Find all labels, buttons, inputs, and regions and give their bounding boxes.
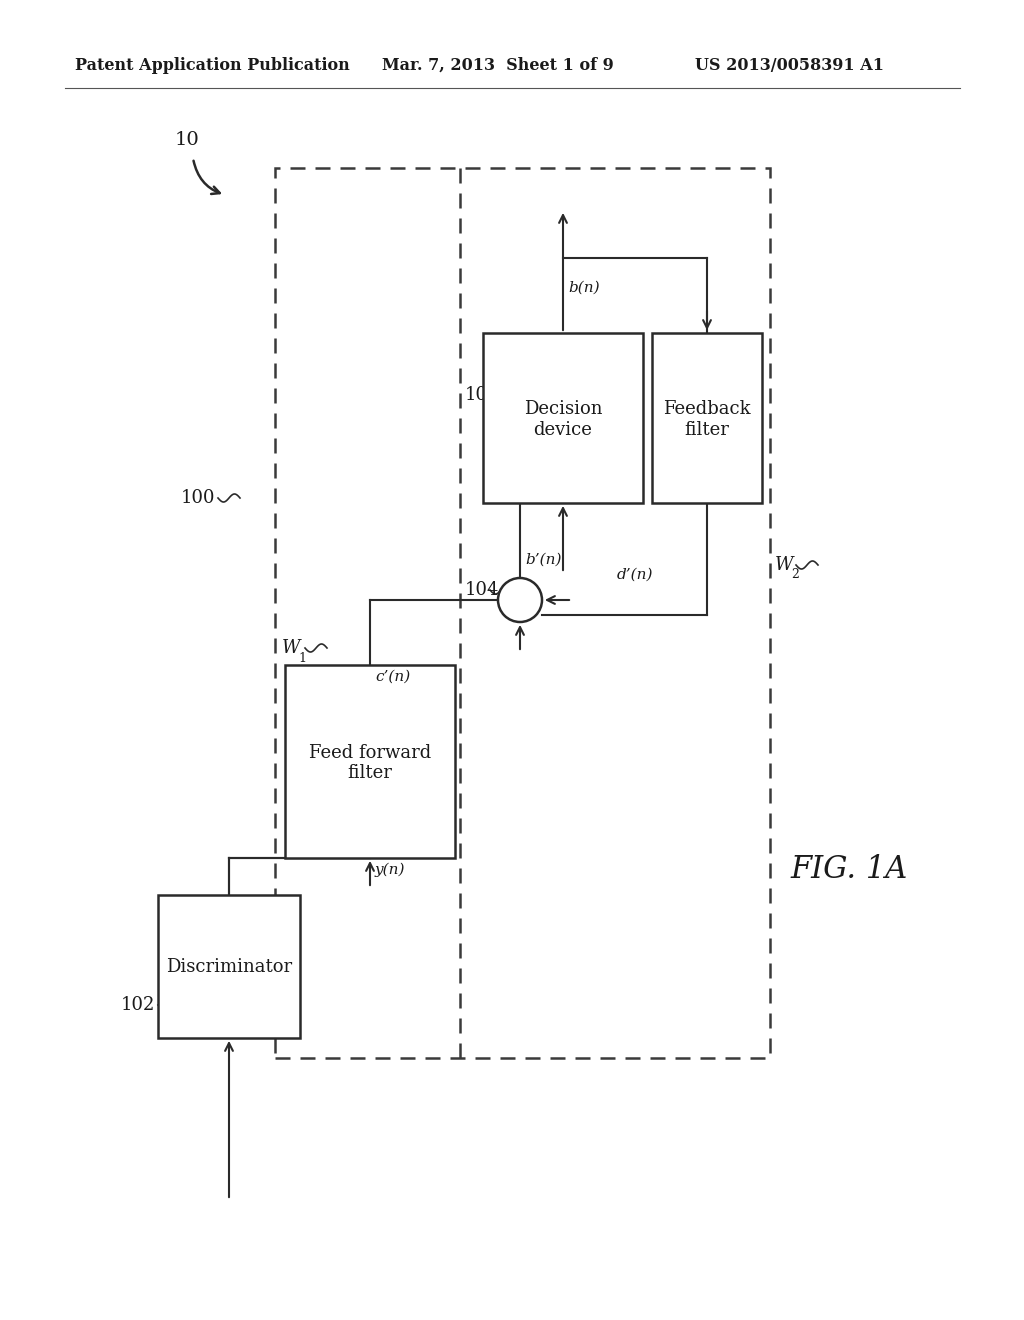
Text: b’(n): b’(n) [525, 553, 561, 568]
Text: Discriminator: Discriminator [166, 957, 292, 975]
Circle shape [498, 578, 542, 622]
Text: 100: 100 [180, 488, 215, 507]
Text: W: W [282, 639, 300, 657]
Text: Feed forward: Feed forward [309, 743, 431, 762]
Text: W: W [775, 556, 794, 574]
Bar [483, 333, 643, 503]
Text: 10: 10 [175, 131, 200, 149]
Text: d’(n): d’(n) [617, 568, 653, 582]
Text: device: device [534, 421, 593, 440]
Text: filter: filter [685, 421, 729, 440]
Text: US 2013/0058391 A1: US 2013/0058391 A1 [695, 57, 884, 74]
Text: 104: 104 [465, 581, 500, 599]
Text: Decision: Decision [523, 400, 602, 418]
Text: c’(n): c’(n) [375, 671, 411, 684]
Text: 106: 106 [465, 385, 500, 404]
Text: Feedback: Feedback [664, 400, 751, 418]
Bar [652, 333, 762, 503]
Bar [275, 168, 770, 1059]
Bar [285, 665, 455, 858]
Text: b(n): b(n) [568, 281, 600, 294]
Text: Patent Application Publication: Patent Application Publication [75, 57, 350, 74]
Text: Mar. 7, 2013  Sheet 1 of 9: Mar. 7, 2013 Sheet 1 of 9 [382, 57, 613, 74]
Bar [158, 895, 300, 1038]
Text: 1: 1 [298, 652, 306, 664]
Text: FIG. 1A: FIG. 1A [790, 854, 907, 886]
Text: 102: 102 [121, 997, 155, 1014]
Text: 2: 2 [791, 569, 799, 582]
Text: filter: filter [347, 764, 392, 783]
Text: y(n): y(n) [375, 863, 406, 878]
